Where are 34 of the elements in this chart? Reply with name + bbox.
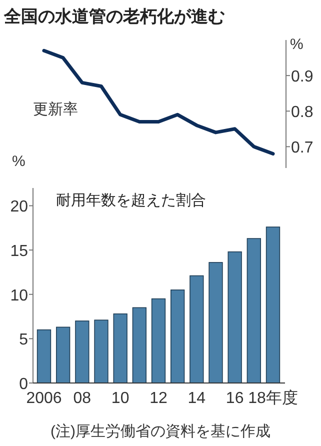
y-tick-label: 0.8	[291, 104, 314, 122]
bar	[151, 298, 166, 384]
y-tick-label: 0.7	[291, 140, 314, 157]
x-tick-label: 16	[226, 390, 244, 407]
y-tick-label: 20	[10, 198, 28, 216]
x-tick-label: 18年度	[248, 389, 298, 407]
y-tick-label: 10	[10, 287, 28, 304]
y-tick-label: 5	[19, 332, 28, 349]
bar	[228, 251, 242, 384]
x-tick-label: 12	[150, 390, 168, 407]
y-axis-title: %	[290, 36, 304, 53]
y-tick-label: 0	[19, 376, 28, 393]
chart-title: 全国の水道管の老朽化が進む	[3, 7, 225, 26]
bar	[170, 290, 185, 384]
bar	[113, 313, 128, 384]
bar	[75, 320, 90, 384]
y-tick-label: 0.9	[291, 68, 314, 86]
y-tick-label: 15	[10, 243, 28, 260]
bar	[94, 320, 108, 384]
chart-title: 耐用年数を超えた割合	[56, 192, 206, 209]
x-tick-label: 14	[188, 390, 206, 407]
bar	[56, 326, 70, 384]
series-label: 更新率	[33, 101, 78, 118]
x-tick-label: 08	[73, 390, 92, 407]
bar	[246, 238, 261, 384]
bar	[266, 226, 280, 384]
x-tick-label: 2006	[26, 390, 62, 407]
y-axis-title: %	[12, 153, 26, 170]
bar	[190, 275, 204, 384]
text: (注)厚生労働省の資料を基に作成	[50, 423, 270, 440]
bar	[36, 329, 52, 384]
bar	[132, 307, 146, 384]
x-tick-label: 10	[111, 390, 130, 407]
bar	[208, 262, 223, 384]
